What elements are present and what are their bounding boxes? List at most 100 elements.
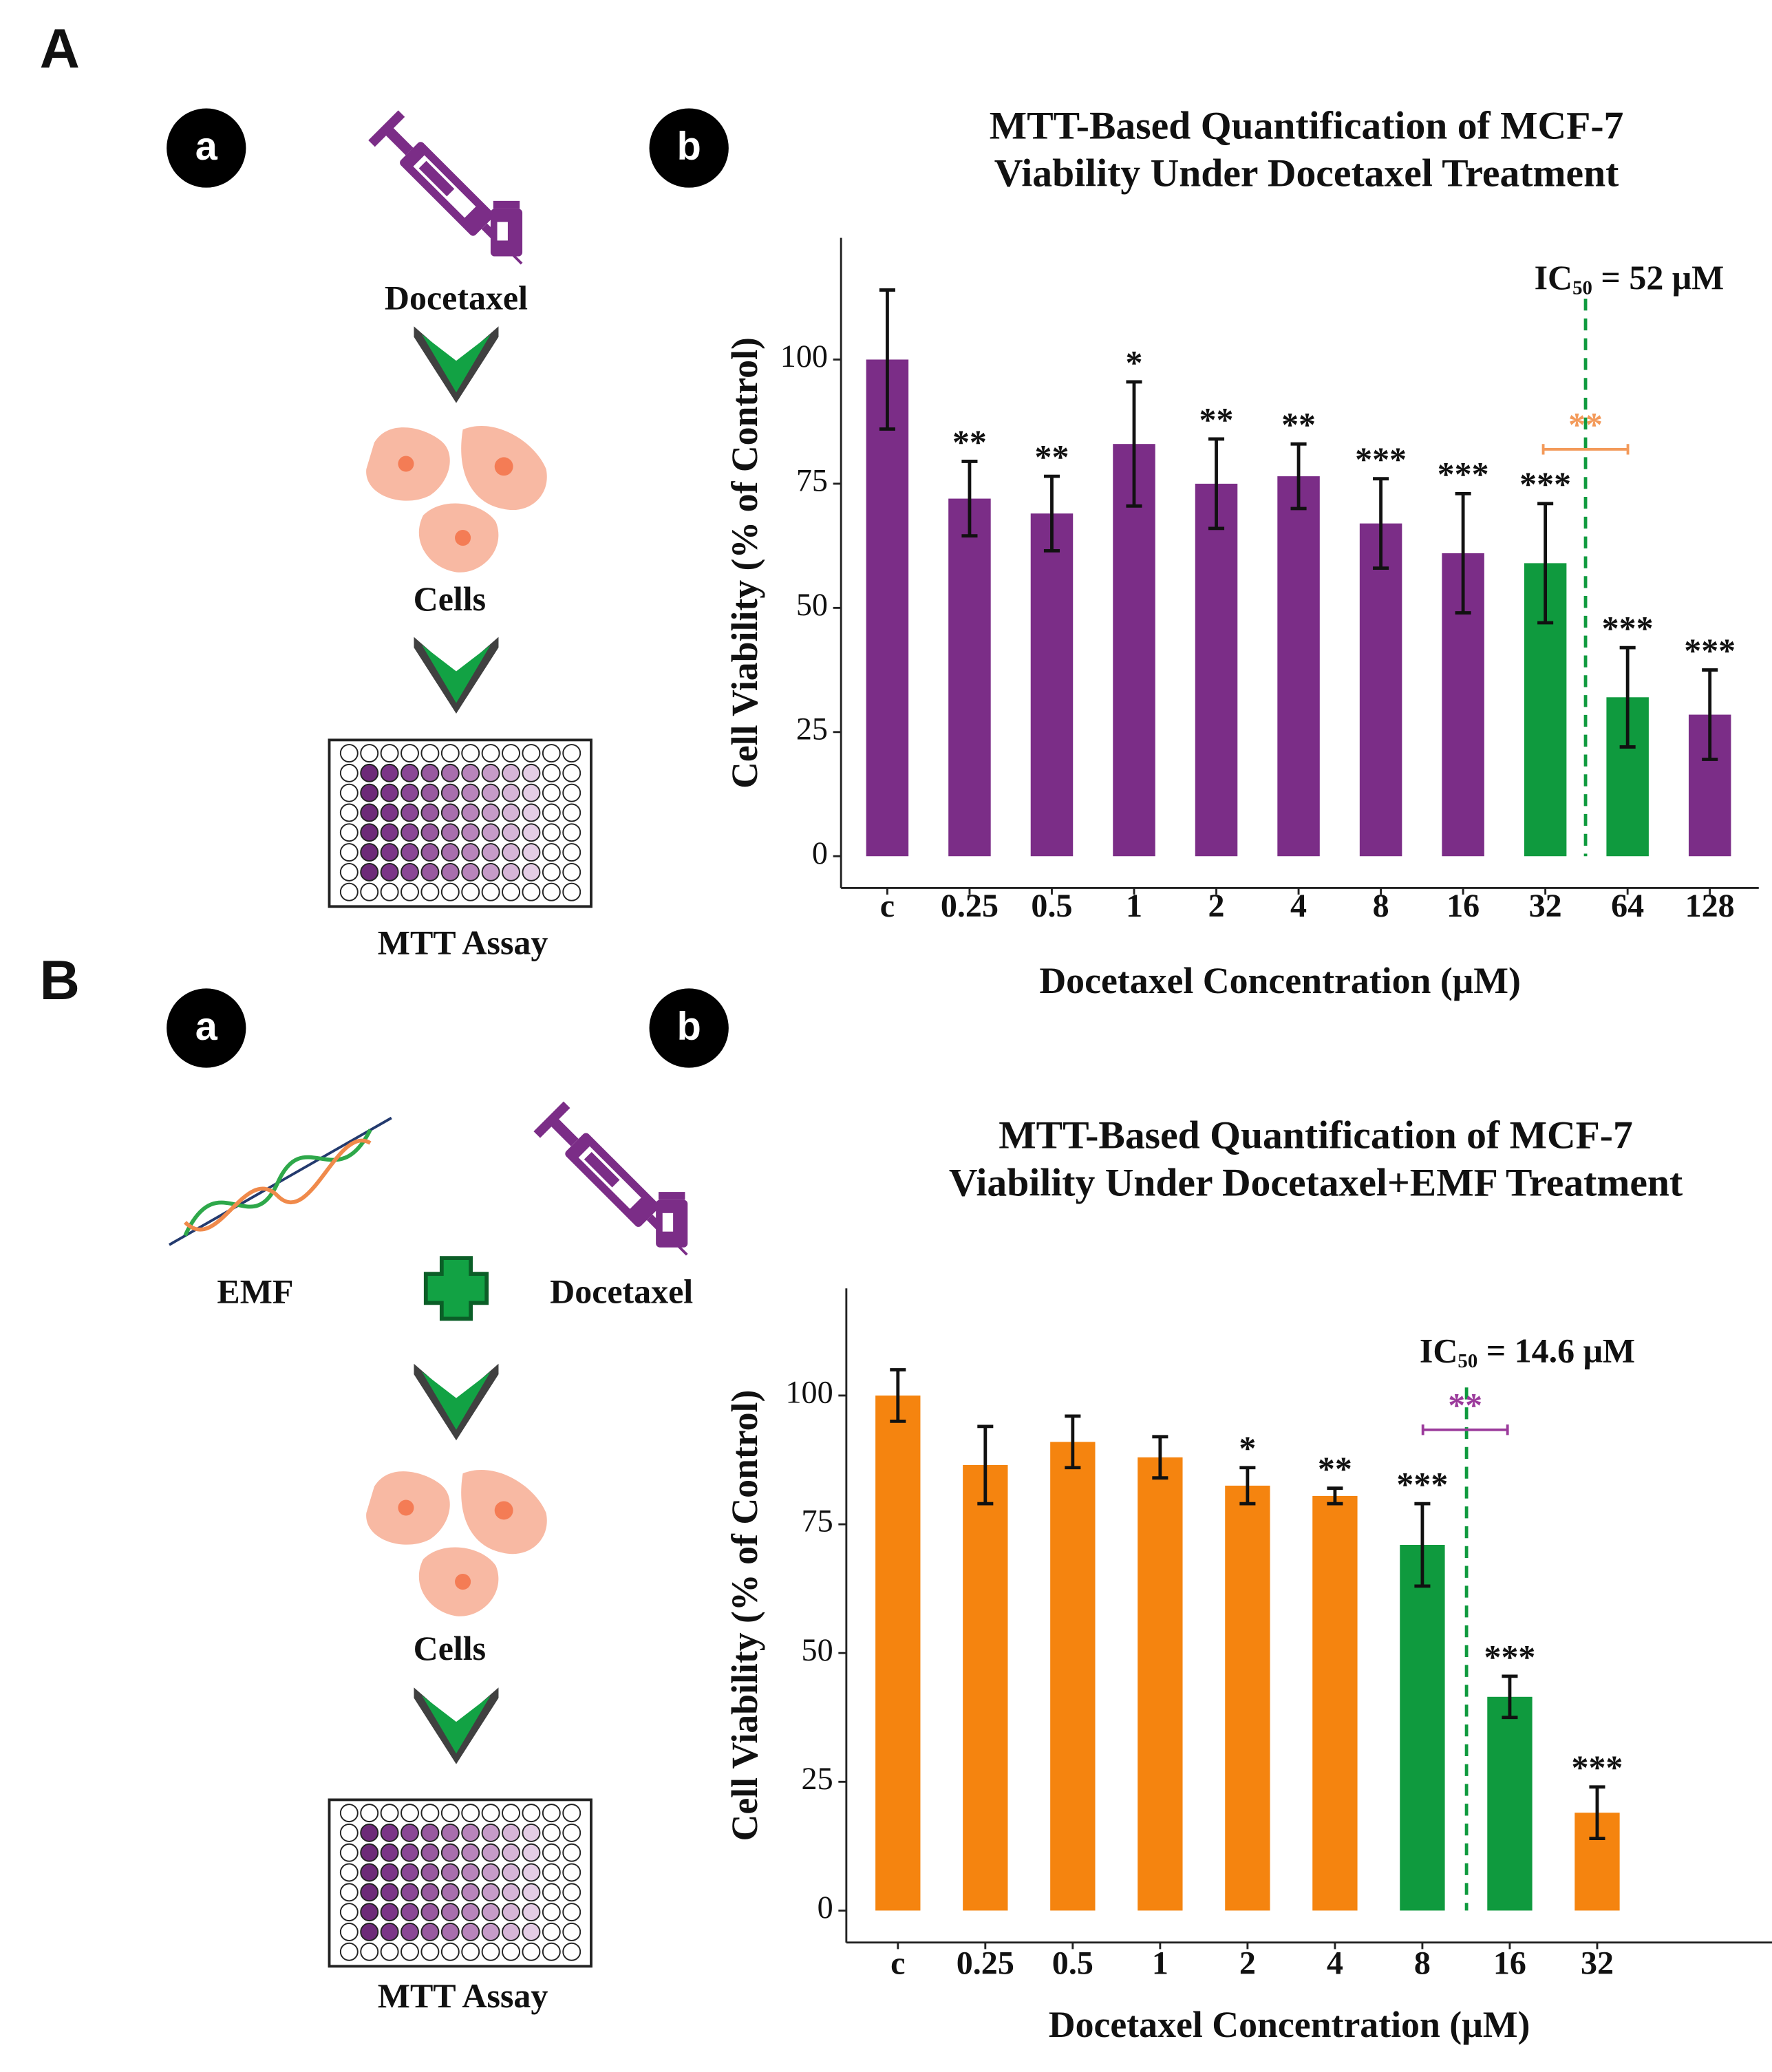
well — [502, 1942, 520, 1961]
x-tick-label: 1 — [1152, 1945, 1168, 1981]
well — [401, 1863, 419, 1882]
well — [360, 1923, 379, 1941]
well — [562, 1804, 581, 1823]
well — [420, 1883, 440, 1902]
bar — [875, 1395, 921, 1911]
chart-title: Viability Under Docetaxel+EMF Treatment — [949, 1162, 1683, 1205]
y-tick-label: 0 — [818, 1890, 833, 1925]
well — [339, 1923, 359, 1941]
well — [380, 803, 399, 822]
well — [440, 1804, 460, 1823]
well — [522, 1942, 541, 1961]
y-axis-label: Cell Viability (% of Control) — [724, 1390, 765, 1841]
well — [440, 1903, 460, 1922]
arrow — [414, 1363, 499, 1441]
x-tick-label: 8 — [1414, 1945, 1431, 1981]
well — [542, 763, 561, 782]
comparison-label: ** — [1568, 405, 1603, 444]
well — [481, 882, 500, 901]
well — [339, 1804, 359, 1823]
well — [360, 744, 379, 763]
well — [502, 823, 520, 842]
well — [502, 1923, 520, 1941]
well — [542, 803, 561, 822]
well — [360, 1863, 379, 1882]
well — [401, 1942, 419, 1961]
ic50-part: 50 — [1458, 1349, 1477, 1371]
well — [360, 862, 379, 882]
x-tick-label: 4 — [1327, 1945, 1343, 1981]
sub-label: b — [677, 1005, 701, 1049]
x-tick-label: 16 — [1493, 1945, 1526, 1981]
well — [339, 823, 359, 842]
well — [461, 1863, 480, 1882]
y-tick-label: 25 — [796, 711, 828, 746]
arrow — [414, 326, 499, 403]
significance-label: *** — [1571, 1748, 1623, 1786]
well — [440, 744, 460, 763]
step-label: Cells — [414, 579, 486, 618]
well — [380, 1863, 399, 1882]
plus-icon — [423, 1256, 489, 1321]
well — [562, 1823, 581, 1842]
bar — [963, 1464, 1008, 1911]
well — [380, 843, 399, 862]
error-bar — [1589, 1785, 1605, 1841]
well — [401, 803, 419, 822]
well — [481, 1823, 500, 1842]
well — [562, 1942, 581, 1961]
well — [522, 862, 541, 882]
well — [440, 882, 460, 901]
well — [401, 1883, 419, 1902]
well — [562, 1863, 581, 1882]
well — [420, 843, 440, 862]
x-tick-label: 0.5 — [1052, 1945, 1093, 1981]
well — [502, 1863, 520, 1882]
well — [339, 1863, 359, 1882]
well — [339, 1843, 359, 1862]
significance-label: *** — [1684, 631, 1736, 670]
well — [420, 1903, 440, 1922]
step-label: EMF — [217, 1272, 293, 1310]
y-tick-label: 50 — [802, 1632, 833, 1667]
well — [339, 1903, 359, 1922]
well — [522, 1843, 541, 1862]
well — [461, 862, 480, 882]
well — [502, 763, 520, 782]
well — [339, 882, 359, 901]
well — [522, 823, 541, 842]
panel-label: B — [40, 950, 80, 1012]
well — [420, 1843, 440, 1862]
error-bar — [879, 288, 895, 431]
bar — [1225, 1485, 1270, 1911]
well — [339, 843, 359, 862]
well — [502, 1823, 520, 1842]
bar — [1359, 523, 1402, 857]
well — [440, 783, 460, 802]
panel-label: A — [40, 18, 80, 80]
error-bar — [1455, 491, 1471, 615]
well — [420, 1823, 440, 1842]
well — [542, 1942, 561, 1961]
x-axis-label: Docetaxel Concentration (μM) — [1039, 960, 1521, 1001]
error-bar — [1239, 1466, 1256, 1506]
well — [401, 1823, 419, 1842]
significance-label: *** — [1484, 1637, 1535, 1676]
well — [502, 1804, 520, 1823]
bar — [866, 359, 909, 857]
well — [562, 783, 581, 802]
well — [481, 1863, 500, 1882]
well — [542, 1883, 561, 1902]
chart-title: Viability Under Docetaxel Treatment — [994, 152, 1619, 195]
x-tick-label: 2 — [1239, 1945, 1256, 1981]
significance-label: ** — [1281, 405, 1316, 444]
ic50-label: IC50 = 14.6 μM — [1420, 1332, 1635, 1372]
significance-label: *** — [1355, 440, 1407, 478]
well — [562, 803, 581, 822]
well — [461, 882, 480, 901]
well — [461, 1843, 480, 1862]
significance-label: *** — [1396, 1465, 1448, 1504]
ic50-part: IC — [1535, 258, 1573, 297]
x-tick-label: c — [890, 1945, 905, 1981]
well — [481, 843, 500, 862]
